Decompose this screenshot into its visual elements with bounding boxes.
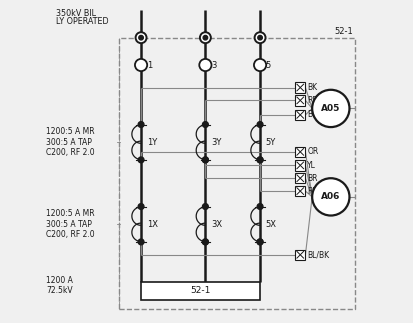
Circle shape — [311, 90, 349, 127]
Text: 72.5kV: 72.5kV — [46, 286, 73, 295]
Circle shape — [254, 32, 265, 43]
Text: 5: 5 — [265, 60, 271, 69]
Text: 350kV BIL: 350kV BIL — [56, 9, 96, 18]
Text: BR: BR — [306, 174, 317, 183]
Bar — [294, 82, 305, 93]
Circle shape — [202, 157, 208, 163]
Text: 5X: 5X — [265, 220, 276, 229]
Circle shape — [202, 203, 208, 209]
Bar — [294, 147, 305, 157]
Text: 3X: 3X — [211, 220, 222, 229]
Circle shape — [256, 239, 262, 245]
Circle shape — [202, 122, 208, 127]
Text: 1200:5 A MR: 1200:5 A MR — [46, 127, 95, 136]
Bar — [294, 250, 305, 260]
Text: BL/BK: BL/BK — [306, 250, 329, 259]
Text: RD: RD — [306, 96, 318, 105]
Text: A05: A05 — [320, 104, 339, 113]
Text: 3: 3 — [211, 60, 216, 69]
Circle shape — [257, 36, 262, 40]
Text: 300:5 A TAP: 300:5 A TAP — [46, 220, 92, 229]
Circle shape — [256, 157, 262, 163]
Circle shape — [203, 36, 207, 40]
Circle shape — [135, 32, 146, 43]
Circle shape — [199, 32, 210, 43]
Bar — [118, 38, 354, 309]
Bar — [294, 173, 305, 183]
Text: 1200 A: 1200 A — [46, 276, 73, 285]
Text: LY OPERATED: LY OPERATED — [56, 17, 108, 26]
Text: 1: 1 — [147, 60, 152, 69]
Circle shape — [202, 157, 208, 163]
Circle shape — [253, 59, 266, 71]
Text: RD/BK: RD/BK — [306, 187, 330, 196]
Text: YL: YL — [306, 161, 316, 170]
Text: 3Y: 3Y — [211, 138, 221, 147]
Text: 52-1: 52-1 — [334, 27, 352, 36]
Circle shape — [138, 36, 143, 40]
Circle shape — [256, 239, 262, 245]
Text: 52-1: 52-1 — [190, 286, 210, 295]
Circle shape — [138, 239, 144, 245]
Text: BK: BK — [306, 83, 317, 92]
Circle shape — [202, 239, 208, 245]
Text: A06: A06 — [320, 193, 339, 201]
Circle shape — [138, 122, 144, 127]
Text: 5Y: 5Y — [265, 138, 275, 147]
Bar — [141, 282, 259, 300]
Text: 1Y: 1Y — [147, 138, 157, 147]
Circle shape — [138, 203, 144, 209]
Text: C200, RF 2.0: C200, RF 2.0 — [46, 230, 95, 239]
Text: 1X: 1X — [147, 220, 157, 229]
Bar — [294, 186, 305, 196]
Circle shape — [138, 157, 144, 163]
Circle shape — [256, 122, 262, 127]
Bar — [294, 110, 305, 120]
Bar — [294, 160, 305, 171]
Text: 1200:5 A MR: 1200:5 A MR — [46, 209, 95, 218]
Circle shape — [256, 203, 262, 209]
Circle shape — [199, 59, 211, 71]
Circle shape — [202, 239, 208, 245]
Circle shape — [311, 178, 349, 215]
Circle shape — [256, 157, 262, 163]
Text: OR: OR — [306, 147, 318, 156]
Text: BL: BL — [306, 110, 316, 120]
Text: 300:5 A TAP: 300:5 A TAP — [46, 138, 92, 147]
Text: C200, RF 2.0: C200, RF 2.0 — [46, 148, 95, 157]
Circle shape — [135, 59, 147, 71]
Bar — [294, 95, 305, 106]
